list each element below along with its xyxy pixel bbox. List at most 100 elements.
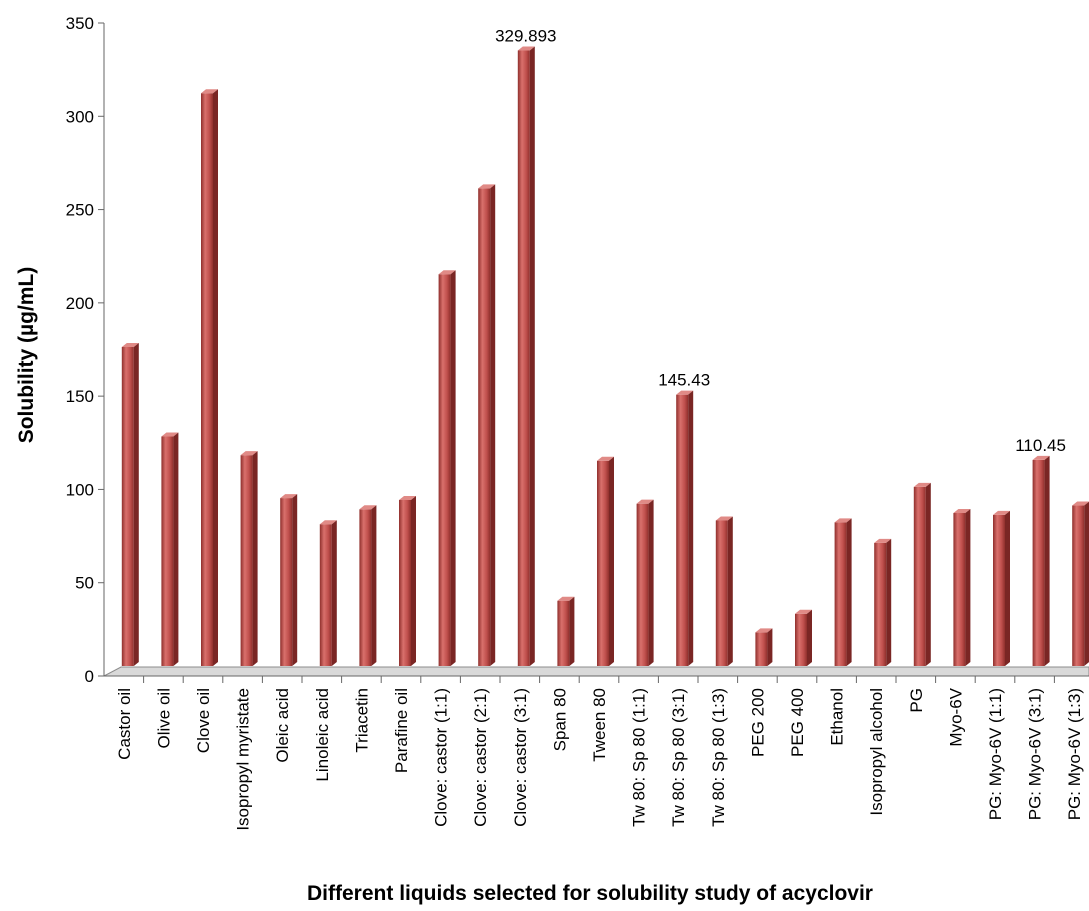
bar-face xyxy=(1032,459,1045,666)
bar-face xyxy=(161,436,174,666)
y-tick-label: 0 xyxy=(85,667,94,686)
bar-face xyxy=(636,503,649,666)
bar-face xyxy=(359,509,372,666)
bar-side xyxy=(213,89,218,667)
x-axis-title: Different liquids selected for solubilit… xyxy=(307,882,873,905)
bar xyxy=(161,432,179,666)
bar-side xyxy=(727,516,733,666)
x-tick-label: PEG 400 xyxy=(788,688,807,757)
bar xyxy=(319,520,337,666)
bar-top xyxy=(715,516,733,521)
axes xyxy=(98,22,1089,683)
bar xyxy=(795,609,812,666)
bar xyxy=(913,482,931,666)
bar-face xyxy=(121,346,134,666)
y-axis-title: Solubility (µg/mL) xyxy=(15,267,38,444)
bar-side xyxy=(609,456,614,666)
x-tick-label: Isopropyl alcohol xyxy=(867,688,886,816)
x-tick-label: Tw 80: Sp 80 (3:1) xyxy=(669,688,688,827)
x-tick-label: Tw 80: Sp 80 (1:1) xyxy=(630,688,649,827)
bar xyxy=(953,509,971,666)
bar-side xyxy=(133,342,139,666)
bar xyxy=(121,342,139,666)
y-tick-label: 300 xyxy=(66,107,94,126)
x-tick-label: Clove: castor (3:1) xyxy=(511,688,530,827)
x-tick-label: Ethanol xyxy=(828,688,847,746)
bar-top xyxy=(676,390,694,395)
x-tick-label: Tw 80: Sp 80 (1:3) xyxy=(709,688,728,827)
bar-top xyxy=(478,184,496,189)
bar-top xyxy=(795,609,812,614)
x-tick-label: Parafine oil xyxy=(392,688,411,773)
bar xyxy=(399,495,416,666)
bar xyxy=(874,538,892,666)
bar-face xyxy=(874,542,887,666)
bar-top xyxy=(834,518,852,523)
bar-face xyxy=(953,513,966,666)
bar xyxy=(359,505,377,666)
bar-top xyxy=(1072,501,1089,506)
bar-side xyxy=(529,46,535,666)
bar-top xyxy=(517,46,535,51)
bar-top xyxy=(161,432,179,437)
y-tick-label: 50 xyxy=(75,574,94,593)
bar-top xyxy=(359,505,377,510)
bar-face xyxy=(676,394,689,666)
x-tick-label: PG: Myo-6V (1:1) xyxy=(986,688,1005,820)
bar-face xyxy=(399,499,411,666)
bar xyxy=(676,390,694,666)
bar-side xyxy=(411,495,416,666)
x-tick-label: Castor oil xyxy=(115,688,134,760)
bar-face xyxy=(795,613,807,666)
bar-top xyxy=(636,499,654,504)
bar xyxy=(597,456,614,666)
bar-face xyxy=(1072,505,1085,666)
bar-face xyxy=(438,274,451,666)
data-label: 329.893 xyxy=(495,27,556,46)
bar-face xyxy=(834,522,847,666)
bar-face xyxy=(597,460,609,666)
bar xyxy=(993,510,1010,666)
bar-side xyxy=(490,184,496,666)
x-tick-label: PG xyxy=(907,688,926,713)
bar-side xyxy=(1044,455,1050,666)
bar xyxy=(201,89,218,667)
y-tick-label: 150 xyxy=(66,387,94,406)
y-tick-label: 100 xyxy=(66,480,94,499)
x-tick-label: Clove: castor (1:1) xyxy=(432,688,451,827)
bar xyxy=(636,499,654,666)
x-tick-label: Clove: castor (2:1) xyxy=(471,688,490,827)
bar-top xyxy=(993,510,1010,515)
x-tick-label: Linoleic acid xyxy=(313,688,332,782)
y-tick-label: 250 xyxy=(66,201,94,220)
bar-top xyxy=(438,270,456,275)
bar-top xyxy=(280,494,298,499)
x-tick-label: Isopropyl myristate xyxy=(234,688,253,831)
bar-top xyxy=(874,538,892,543)
bar-side xyxy=(331,520,337,666)
bar xyxy=(438,270,456,666)
y-tick-label: 200 xyxy=(66,294,94,313)
bar-face xyxy=(715,520,728,666)
x-tick-label: Span 80 xyxy=(550,688,569,751)
bar-face xyxy=(201,93,213,667)
data-label: 110.45 xyxy=(1015,436,1066,455)
bar-side xyxy=(886,538,892,666)
bar-top xyxy=(319,520,337,525)
bar-top xyxy=(201,89,218,94)
bar-side xyxy=(1084,501,1089,666)
y-tick-label: 350 xyxy=(66,14,94,33)
bar xyxy=(834,518,852,666)
bar-side xyxy=(569,596,575,666)
bar-side xyxy=(648,499,654,666)
bar-side xyxy=(767,628,773,666)
chart-floor xyxy=(103,666,1089,677)
bar-face xyxy=(755,632,768,666)
bar xyxy=(1072,501,1089,666)
bar xyxy=(755,628,773,666)
bar-face xyxy=(517,50,530,666)
x-tick-label: Myo-6V xyxy=(946,687,965,746)
bar-side xyxy=(846,518,852,666)
bar-top xyxy=(755,628,773,633)
